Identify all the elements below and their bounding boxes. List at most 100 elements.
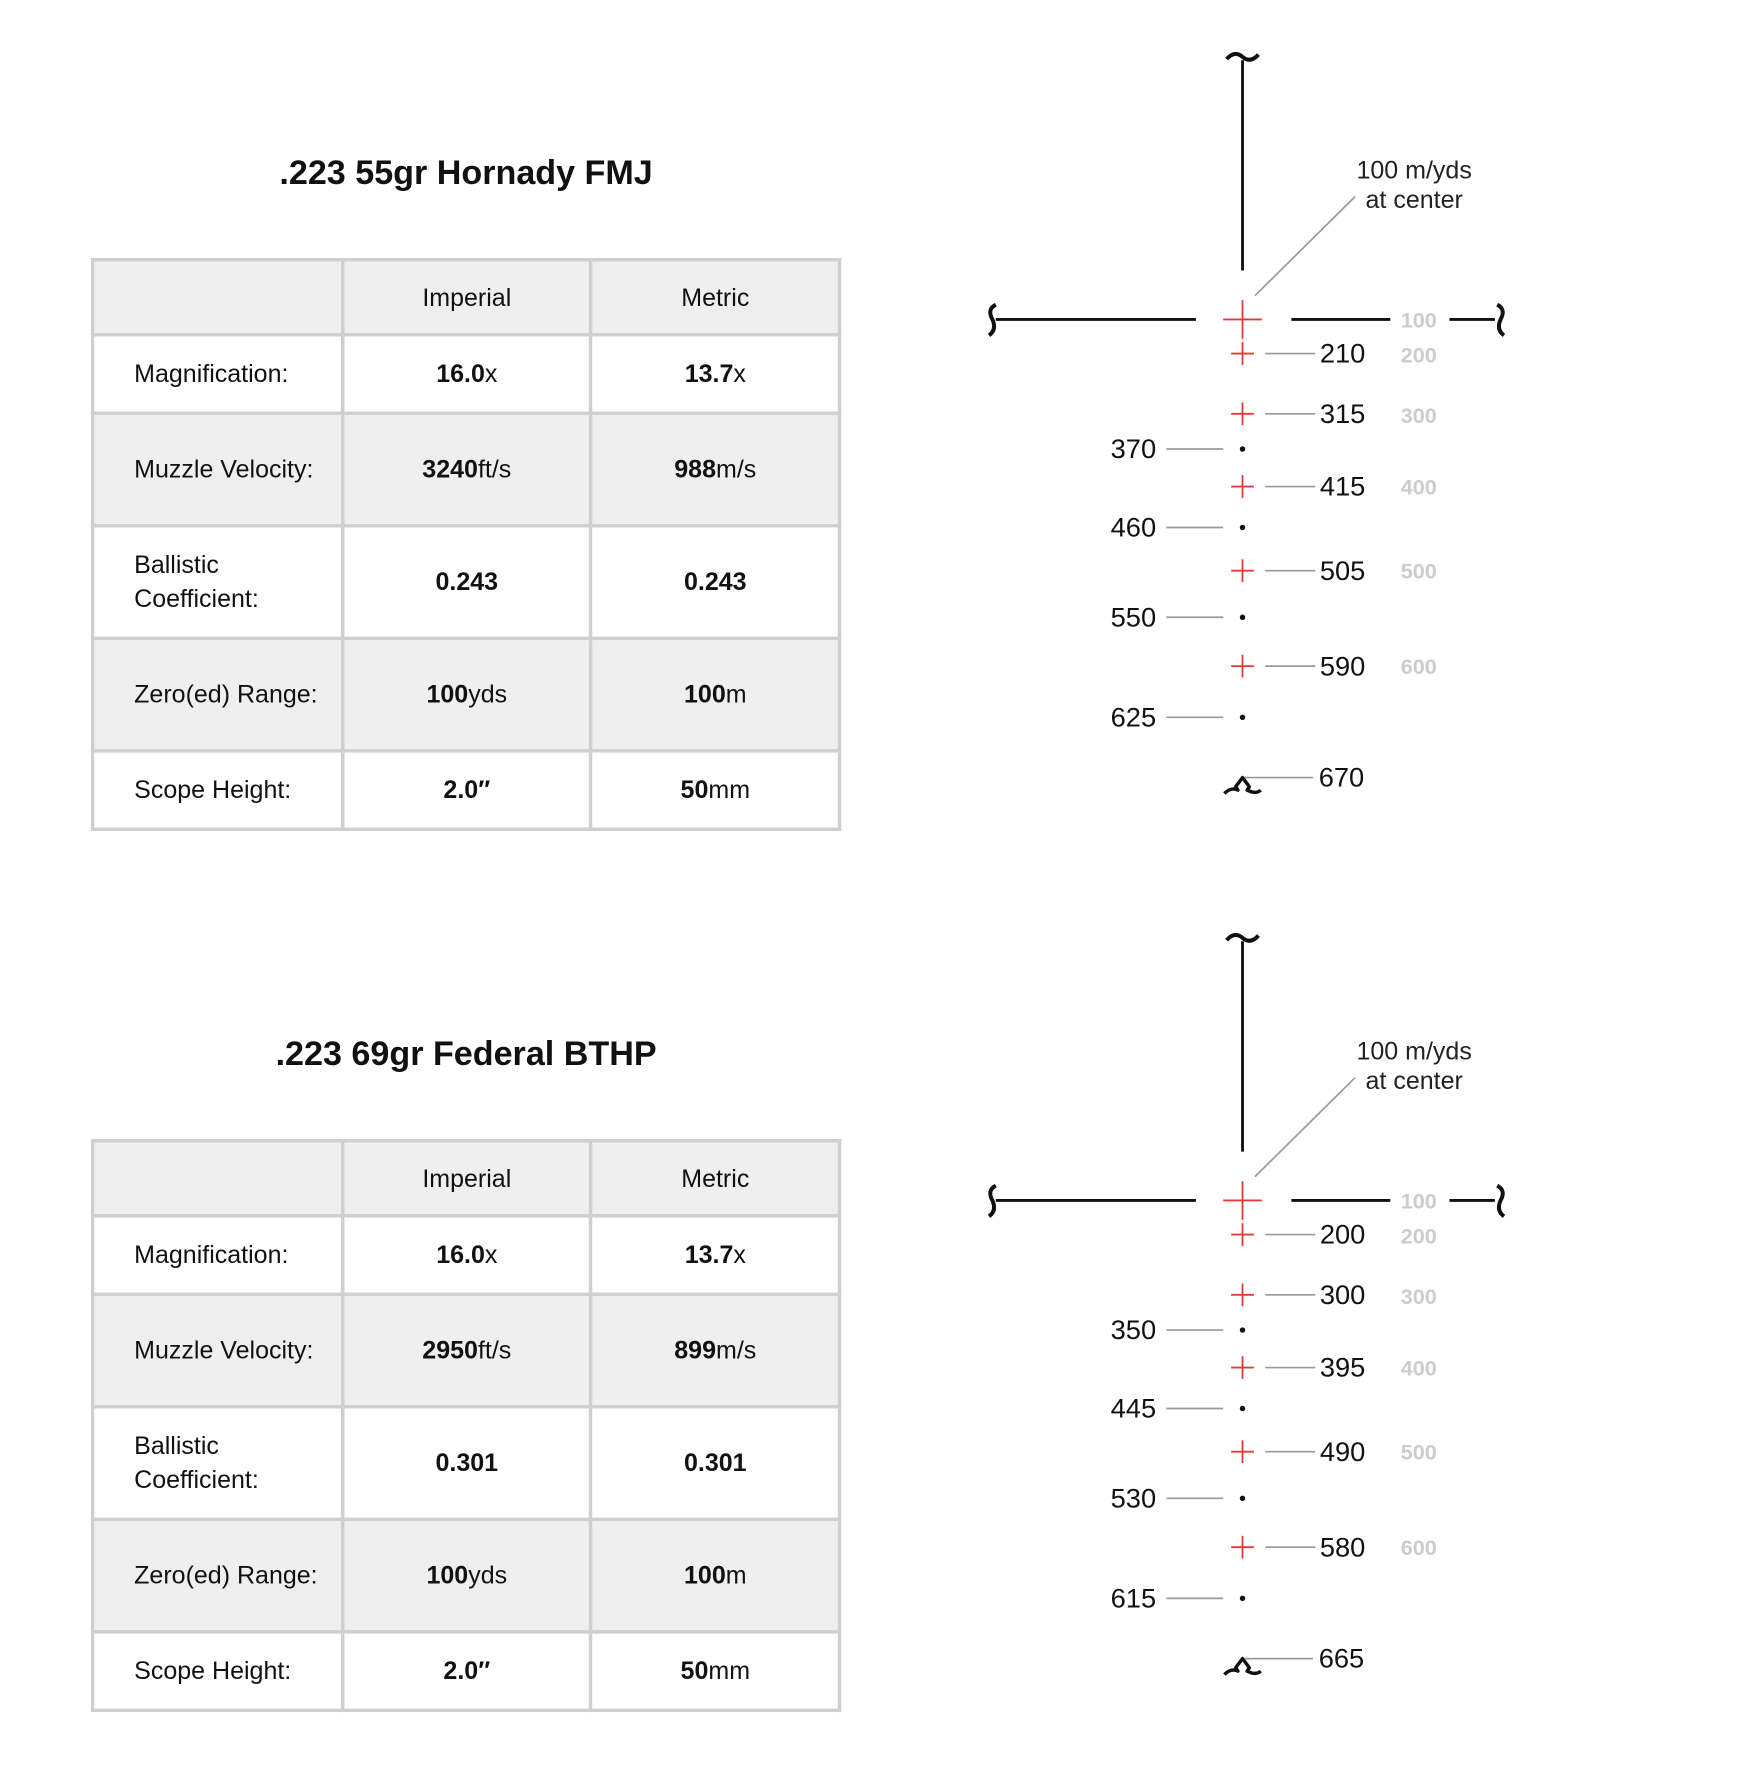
hold-dot-icon <box>1239 1327 1246 1333</box>
post-end-symbol-icon <box>1223 775 1262 795</box>
imperial-value: 3240ft/s <box>340 411 593 528</box>
top-break-icon <box>1225 51 1260 62</box>
hold-range-label: 210 <box>1320 338 1366 369</box>
hold-dot-icon <box>1239 614 1246 621</box>
right-break-icon <box>1496 1183 1506 1218</box>
table-row: Scope Height: 2.0″ 50mm <box>90 1630 842 1713</box>
ballistics-table: Imperial Metric Magnification: 16.0x 13.… <box>90 1139 842 1713</box>
hold-dot-icon <box>1239 524 1246 531</box>
hold-range-label: 315 <box>1320 398 1366 429</box>
header-metric: Metric <box>589 258 842 337</box>
hold-range-label: 415 <box>1320 471 1366 502</box>
row-label: Ballistic Coefficient: <box>90 524 345 641</box>
metric-value: 50mm <box>589 749 842 832</box>
metric-value: 100m <box>589 636 842 753</box>
hold-range-label: 590 <box>1320 650 1366 681</box>
table-row: Ballistic Coefficient: 0.243 0.243 <box>90 524 842 641</box>
load-title: .223 69gr Federal BTHP <box>275 1035 657 1074</box>
left-break-icon <box>987 302 997 337</box>
metric-value: 50mm <box>589 1630 842 1713</box>
header-imperial: Imperial <box>340 258 593 337</box>
hold-range-label: 505 <box>1320 555 1366 586</box>
row-label: Magnification: <box>90 333 345 415</box>
table-row: Zero(ed) Range: 100yds 100m <box>90 636 842 753</box>
reference-range-label: 500 <box>1401 1440 1437 1465</box>
reference-range-label: 600 <box>1401 654 1437 679</box>
ballistics-table: Imperial Metric Magnification: 16.0x 13.… <box>90 258 842 832</box>
table-row: Scope Height: 2.0″ 50mm <box>90 749 842 832</box>
hold-dot-icon <box>1239 446 1246 452</box>
row-label: Muzzle Velocity: <box>90 411 345 528</box>
imperial-value: 100yds <box>340 1517 593 1634</box>
hold-range-label: 625 <box>1111 701 1157 732</box>
hold-dot-icon <box>1239 1405 1246 1412</box>
hold-range-label: 200 <box>1320 1219 1366 1250</box>
row-label: Zero(ed) Range: <box>90 1517 345 1634</box>
imperial-value: 0.301 <box>340 1405 593 1522</box>
callout-text: 100 m/yds <box>1357 156 1472 184</box>
right-break-icon <box>1496 302 1506 337</box>
table-row: Muzzle Velocity: 2950ft/s 899m/s <box>90 1292 842 1409</box>
imperial-value: 16.0x <box>340 1214 593 1296</box>
hold-range-label: 665 <box>1319 1643 1365 1674</box>
callout-leader <box>1254 1077 1356 1178</box>
metric-value: 0.301 <box>589 1405 842 1522</box>
imperial-value: 2.0″ <box>340 1630 593 1713</box>
imperial-value: 2.0″ <box>340 749 593 832</box>
hold-range-label: 460 <box>1111 512 1157 543</box>
reference-range-label: 200 <box>1401 343 1437 368</box>
row-label: Magnification: <box>90 1214 345 1296</box>
hold-dot-icon <box>1239 714 1246 721</box>
metric-value: 13.7x <box>589 333 842 415</box>
hold-range-label: 615 <box>1111 1582 1157 1613</box>
table-header-row: Imperial Metric <box>90 258 842 337</box>
imperial-value: 100yds <box>340 636 593 753</box>
metric-value: 0.243 <box>589 524 842 641</box>
left-break-icon <box>987 1183 997 1218</box>
hold-range-label: 350 <box>1111 1314 1157 1345</box>
header-blank <box>90 1139 345 1218</box>
table-row: Ballistic Coefficient: 0.301 0.301 <box>90 1405 842 1522</box>
reference-range-label: 300 <box>1401 403 1437 428</box>
table-row: Magnification: 16.0x 13.7x <box>90 333 842 415</box>
hold-range-label: 395 <box>1320 1352 1366 1383</box>
hold-range-label: 300 <box>1320 1279 1366 1310</box>
hold-range-label: 670 <box>1319 762 1365 793</box>
table-header-row: Imperial Metric <box>90 1139 842 1218</box>
table-row: Magnification: 16.0x 13.7x <box>90 1214 842 1296</box>
callout-text: 100 m/yds <box>1357 1037 1472 1065</box>
imperial-value: 2950ft/s <box>340 1292 593 1409</box>
hold-range-label: 490 <box>1320 1436 1366 1467</box>
hold-range-label: 370 <box>1111 433 1157 464</box>
header-imperial: Imperial <box>340 1139 593 1218</box>
row-label: Muzzle Velocity: <box>90 1292 345 1409</box>
imperial-value: 0.243 <box>340 524 593 641</box>
row-label: Scope Height: <box>90 1630 345 1713</box>
row-label: Scope Height: <box>90 749 345 832</box>
hold-range-label: 550 <box>1111 601 1157 632</box>
reference-range-label: 300 <box>1401 1284 1437 1309</box>
hold-range-label: 445 <box>1111 1393 1157 1424</box>
reference-range-label: 100 <box>1401 307 1437 332</box>
hold-range-label: 580 <box>1320 1531 1366 1562</box>
metric-value: 100m <box>589 1517 842 1634</box>
reference-range-label: 400 <box>1401 1356 1437 1381</box>
callout-text: at center <box>1366 1067 1463 1095</box>
hold-range-label: 530 <box>1111 1482 1157 1513</box>
post-end-symbol-icon <box>1223 1656 1262 1676</box>
reference-range-label: 200 <box>1401 1224 1437 1249</box>
metric-value: 13.7x <box>589 1214 842 1296</box>
hold-dot-icon <box>1239 1595 1246 1602</box>
metric-value: 988m/s <box>589 411 842 528</box>
reference-range-label: 400 <box>1401 475 1437 500</box>
reference-range-label: 600 <box>1401 1535 1437 1560</box>
header-blank <box>90 258 345 337</box>
row-label: Ballistic Coefficient: <box>90 1405 345 1522</box>
reference-range-label: 500 <box>1401 559 1437 584</box>
imperial-value: 16.0x <box>340 333 593 415</box>
header-metric: Metric <box>589 1139 842 1218</box>
